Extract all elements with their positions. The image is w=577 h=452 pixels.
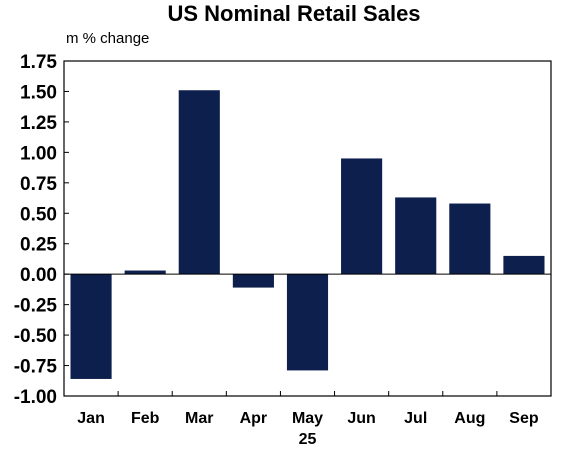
bar-aug	[449, 203, 491, 275]
bar-jan	[70, 274, 112, 379]
y-axis: 1.75 1.50 1.25 1.00 0.75 0.50 0.25 0.00 -0.25 -0.…	[14, 52, 69, 408]
bar-may	[286, 274, 329, 371]
y-tick-label: 1.75	[20, 52, 57, 73]
y-tick-label: -1.00	[14, 387, 57, 408]
chart-title: US Nominal Retail Sales	[167, 1, 420, 26]
y-tick-label: -0.50	[14, 326, 57, 347]
y-tick-label: 0.75	[20, 174, 57, 195]
x-tick-label: Jul	[404, 410, 427, 427]
bars-group	[70, 90, 545, 379]
bar-mar	[178, 90, 220, 275]
y-tick-label: 1.25	[20, 113, 57, 134]
x-tick-label: Feb	[131, 410, 160, 427]
x-tick-label: Jan	[77, 410, 105, 427]
x-tick-label: Jun	[347, 410, 375, 427]
bar-jun	[341, 158, 383, 275]
bar-sep	[503, 255, 545, 275]
plot-area	[63, 60, 552, 397]
x-axis: Jan Feb Mar Apr May 25 Jun Jul Aug Sep	[77, 391, 539, 448]
x-tick-label: Mar	[185, 410, 213, 427]
y-tick-label: 0.50	[20, 204, 57, 225]
x-tick-label: Sep	[509, 410, 539, 427]
bar-apr	[232, 274, 274, 288]
x-tick-label: May	[292, 410, 323, 427]
bar-feb	[124, 270, 166, 275]
y-tick-label: 0.00	[20, 265, 57, 286]
y-tick-label: 1.00	[20, 143, 57, 164]
y-tick-label: -0.25	[14, 296, 58, 317]
y-tick-label: 1.50	[20, 82, 57, 103]
x-year-label: 25	[299, 431, 317, 448]
bar-jul	[395, 197, 437, 275]
y-tick-label: -0.75	[14, 357, 58, 378]
y-tick-label: 0.25	[20, 235, 57, 256]
unit-label: m % change	[66, 30, 149, 47]
x-tick-label: Aug	[454, 410, 485, 427]
x-tick-label: Apr	[240, 410, 268, 427]
